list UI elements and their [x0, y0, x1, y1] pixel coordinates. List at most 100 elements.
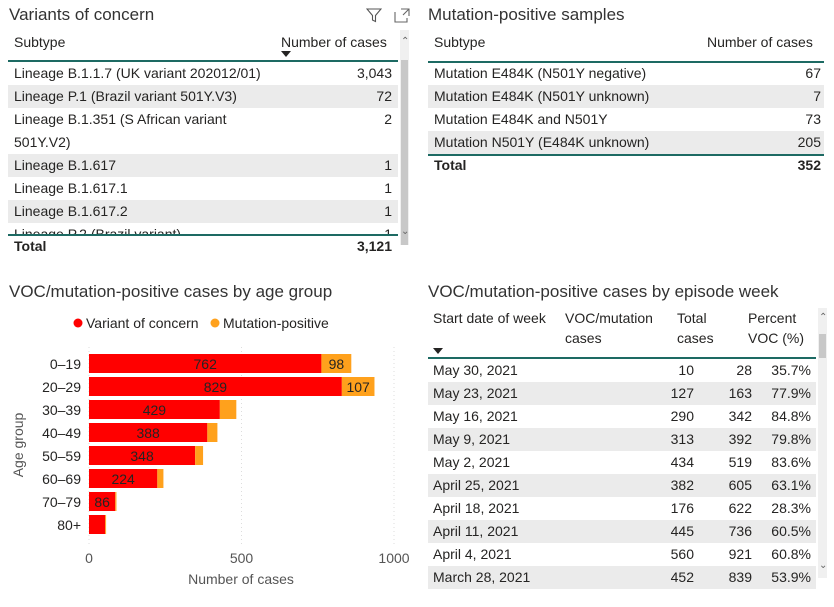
total-divider: [428, 154, 824, 156]
voc-table-row[interactable]: Lineage P.2 (Brazil variant) 1: [8, 223, 398, 236]
focus-mode-icon[interactable]: [394, 8, 410, 23]
voc-table-row[interactable]: Lineage P.1 (Brazil variant 501Y.V3) 72: [8, 85, 398, 108]
voc-table-row[interactable]: Lineage B.1.617.1 1: [8, 177, 398, 200]
scroll-down-icon[interactable]: ⌄: [819, 560, 828, 571]
weekly-table-row[interactable]: May 30, 2021 10 28 35.7%: [428, 359, 816, 382]
week-cell: May 2, 2021: [433, 454, 511, 470]
voc-header-cases[interactable]: Number of cases: [281, 34, 387, 50]
bar-mutation-positive[interactable]: [207, 423, 218, 442]
bar-mutation-positive[interactable]: [105, 515, 107, 534]
week-cell: April 4, 2021: [433, 546, 512, 562]
bar-mutation-positive[interactable]: [115, 492, 117, 511]
data-label: 829: [204, 379, 228, 395]
weekly-header-1-line2: cases: [565, 330, 602, 346]
bar-variant-of-concern[interactable]: [89, 492, 116, 511]
total-cases-cell: 921: [728, 546, 752, 562]
weekly-table-row[interactable]: May 16, 2021 290 342 84.8%: [428, 405, 816, 428]
weekly-table-row[interactable]: March 28, 2021 452 839 53.9%: [428, 566, 816, 589]
total-cases-cell: 605: [728, 477, 752, 493]
bar-variant-of-concern[interactable]: [89, 423, 208, 442]
weekly-scrollbar[interactable]: [818, 308, 827, 578]
bar-mutation-positive[interactable]: [321, 354, 352, 373]
mut-header-subtype[interactable]: Subtype: [434, 34, 486, 50]
weekly-header-3[interactable]: Percent: [748, 310, 797, 326]
voc-table-row[interactable]: Lineage B.1.617.2 1: [8, 200, 398, 223]
scroll-up-icon[interactable]: ⌃: [401, 36, 410, 47]
bar-mutation-positive[interactable]: [219, 400, 237, 419]
week-cell: April 11, 2021: [433, 523, 519, 539]
bar-mutation-positive[interactable]: [195, 446, 204, 465]
weekly-table-row[interactable]: April 25, 2021 382 605 63.1%: [428, 474, 816, 497]
voc-title: Variants of concern: [9, 5, 155, 24]
y-axis-title: Age group: [10, 412, 26, 477]
cases-cell: 1: [384, 226, 392, 236]
voc-cases-cell: 176: [670, 500, 694, 516]
data-label: 429: [143, 402, 167, 418]
voc-cases-cell: 290: [670, 408, 694, 424]
header-divider: [8, 60, 398, 62]
week-cell: May 9, 2021: [433, 431, 511, 447]
weekly-header-0[interactable]: Start date of week: [433, 310, 546, 326]
sort-descending-icon: [281, 51, 291, 57]
y-tick-label: 40–49: [42, 425, 81, 441]
weekly-header-2[interactable]: Total: [677, 310, 707, 326]
week-cell: May 30, 2021: [433, 362, 518, 378]
mut-table-row[interactable]: Mutation E484K and N501Y 73: [428, 108, 824, 131]
mut-table-row[interactable]: Mutation E484K (N501Y negative) 67: [428, 62, 824, 85]
subtype-cell: Lineage B.1.617.2: [14, 203, 128, 219]
weekly-table-row[interactable]: May 2, 2021 434 519 83.6%: [428, 451, 816, 474]
y-tick-label: 0–19: [50, 356, 81, 372]
legend-label[interactable]: Variant of concern: [86, 315, 199, 331]
bar-variant-of-concern[interactable]: [89, 446, 196, 465]
subtype-cell: Lineage B.1.617: [14, 157, 116, 173]
bar-variant-of-concern[interactable]: [89, 354, 322, 373]
weekly-table-row[interactable]: April 11, 2021 445 736 60.5%: [428, 520, 816, 543]
cases-cell: 205: [797, 134, 821, 150]
y-tick-label: 20–29: [42, 379, 81, 395]
bar-variant-of-concern[interactable]: [89, 377, 342, 396]
mut-table-row[interactable]: Mutation E484K (N501Y unknown) 7: [428, 85, 824, 108]
weekly-table-row[interactable]: May 23, 2021 127 163 77.9%: [428, 382, 816, 405]
scroll-up-icon[interactable]: ⌃: [819, 312, 828, 323]
bar-variant-of-concern[interactable]: [89, 515, 106, 534]
data-label: 348: [130, 448, 154, 464]
weekly-header-1[interactable]: VOC/mutation: [565, 310, 653, 326]
sort-descending-icon: [433, 348, 443, 354]
percent-voc-cell: 83.6%: [771, 454, 811, 470]
total-cases-cell: 736: [728, 523, 752, 539]
cases-cell: 1: [384, 157, 392, 173]
data-label: 388: [136, 425, 160, 441]
legend-marker: [73, 318, 83, 328]
percent-voc-cell: 60.8%: [771, 546, 811, 562]
data-label: 107: [346, 379, 370, 395]
voc-scrollbar[interactable]: [400, 30, 409, 245]
cases-cell: 73: [805, 111, 821, 127]
total-value: 352: [797, 157, 821, 173]
mut-table-row[interactable]: Mutation N501Y (E484K unknown) 205: [428, 131, 824, 154]
filter-icon[interactable]: [366, 7, 382, 23]
subtype-cell: Lineage P.1 (Brazil variant 501Y.V3): [14, 88, 237, 104]
voc-header-subtype[interactable]: Subtype: [14, 34, 66, 50]
bar-mutation-positive[interactable]: [157, 469, 164, 488]
voc-table-row[interactable]: Lineage B.1.1.7 (UK variant 202012/01) 3,…: [8, 62, 398, 85]
subtype-cell: Mutation E484K (N501Y unknown): [434, 88, 650, 104]
y-tick-label: 60–69: [42, 471, 81, 487]
weekly-table-row[interactable]: April 4, 2021 560 921 60.8%: [428, 543, 816, 566]
mut-header-cases[interactable]: Number of cases: [707, 34, 813, 50]
voc-table-row[interactable]: Lineage B.1.617 1: [8, 154, 398, 177]
scroll-down-icon[interactable]: ⌄: [401, 226, 410, 237]
data-label: 86: [94, 494, 110, 510]
weekly-table-row[interactable]: April 18, 2021 176 622 28.3%: [428, 497, 816, 520]
percent-voc-cell: 60.5%: [771, 523, 811, 539]
legend-label[interactable]: Mutation-positive: [223, 315, 329, 331]
voc-table-row[interactable]: Lineage B.1.351 (S African variant 501Y.V…: [8, 108, 398, 154]
week-cell: March 28, 2021: [433, 569, 531, 585]
x-tick-label: 0: [85, 550, 93, 566]
bar-mutation-positive[interactable]: [341, 377, 375, 396]
bar-variant-of-concern[interactable]: [89, 469, 158, 488]
bar-variant-of-concern[interactable]: [89, 400, 220, 419]
age-group-bar-chart: Variant of concern Mutation-positive 0 500 1…: [10, 315, 410, 587]
weekly-header-3-line2: VOC (%): [748, 330, 804, 346]
percent-voc-cell: 84.8%: [771, 408, 811, 424]
weekly-table-row[interactable]: May 9, 2021 313 392 79.8%: [428, 428, 816, 451]
